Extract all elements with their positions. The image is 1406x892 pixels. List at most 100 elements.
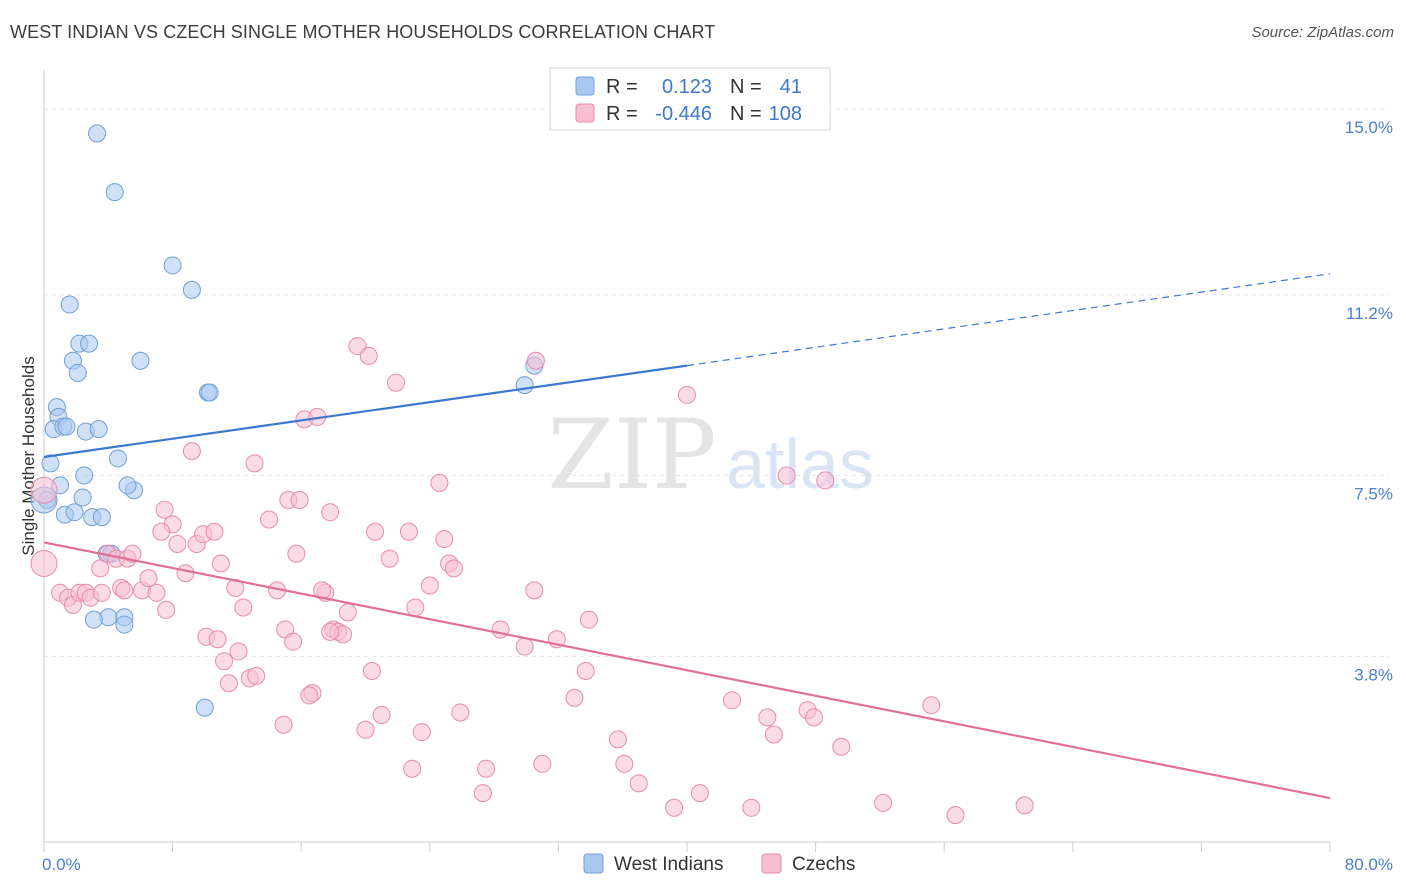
source-credit: Source: ZipAtlas.com (1251, 24, 1394, 41)
point-1-23 (168, 534, 187, 553)
gridlines (44, 108, 1390, 657)
legend-n-label-1: N = (730, 76, 762, 98)
legend-n-value-1: 41 (780, 76, 802, 98)
point-0-1 (105, 183, 124, 202)
series-1-points (30, 337, 1034, 825)
point-0-9 (68, 363, 87, 382)
series-legend-label-czechs: Czechs (792, 854, 855, 875)
point-1-59 (366, 522, 385, 541)
point-1-102 (1015, 796, 1034, 815)
point-0-20 (41, 454, 60, 473)
point-1-33 (215, 652, 234, 671)
point-1-18 (147, 583, 166, 602)
point-0-2 (163, 256, 182, 275)
point-1-68 (435, 530, 454, 549)
watermark-zip: ZIP (547, 399, 716, 511)
point-1-25 (182, 442, 201, 461)
legend-swatch-czechs (575, 103, 595, 123)
point-1-8 (91, 559, 110, 578)
y-tick-label-3: 15.0% (1345, 118, 1393, 137)
point-1-105 (356, 720, 375, 739)
trend-line-0 (43, 364, 688, 459)
series-legend-swatch-west-indians (583, 853, 604, 874)
point-0-30 (92, 508, 111, 527)
point-1-106 (274, 715, 293, 734)
point-1-58 (359, 346, 378, 365)
point-1-55 (338, 603, 357, 622)
point-1-9 (92, 583, 111, 602)
x-minor-ticks (43, 842, 1331, 852)
point-1-40 (260, 510, 279, 529)
point-1-65 (406, 598, 425, 617)
trend-lines (43, 273, 1331, 800)
point-1-84 (579, 610, 598, 629)
point-1-66 (420, 576, 439, 595)
y-axis-label: Single Mother Households (19, 356, 38, 555)
point-1-87 (629, 774, 648, 793)
point-1-95 (777, 466, 796, 485)
point-1-107 (321, 622, 340, 641)
y-tick-labels: 3.8% 7.5% 11.2% 15.0% (1345, 118, 1393, 684)
legend-n-label-2: N = (730, 103, 762, 125)
point-1-32 (229, 642, 248, 661)
point-1-92 (742, 798, 761, 817)
point-1-77 (515, 637, 534, 656)
legend-r-value-2: -0.446 (655, 103, 712, 125)
point-1-56 (313, 581, 332, 600)
point-0-8 (131, 351, 150, 370)
point-1-21 (155, 500, 174, 519)
point-0-34 (84, 610, 103, 629)
point-0-18 (89, 420, 108, 439)
point-1-24 (176, 564, 195, 583)
point-0-37 (195, 698, 214, 717)
point-1-89 (678, 385, 696, 404)
point-0-26 (73, 488, 92, 507)
point-1-90 (690, 784, 709, 803)
legend-r-label-1: R = (606, 76, 638, 98)
trend-extension-0 (686, 273, 1331, 367)
point-1-46 (290, 490, 309, 509)
point-1-14 (123, 544, 142, 563)
point-1-61 (372, 705, 391, 724)
point-1-97 (804, 708, 823, 727)
point-1-51 (321, 503, 340, 522)
point-1-88 (665, 798, 684, 817)
point-1-100 (922, 696, 941, 715)
legend-r-value-1: 0.123 (662, 76, 712, 98)
y-tick-label-2: 11.2% (1346, 304, 1393, 323)
point-1-29 (211, 554, 230, 573)
y-tick-label-0: 3.8% (1354, 665, 1393, 684)
point-1-67 (430, 473, 449, 492)
series-legend-label-west-indians: West Indians (614, 854, 723, 875)
x-tick-label-1: 80.0% (1345, 855, 1393, 874)
point-1-93 (758, 708, 777, 727)
point-1-60 (362, 661, 381, 680)
point-1-28 (205, 522, 224, 541)
point-1-70 (444, 559, 463, 578)
stats-legend-box (549, 67, 831, 131)
point-1-99 (832, 737, 851, 756)
point-1-34 (219, 674, 238, 693)
point-1-17 (139, 569, 158, 588)
point-1-98 (816, 471, 835, 490)
point-1-83 (576, 661, 595, 680)
point-1-1 (30, 549, 58, 577)
point-1-63 (387, 373, 406, 392)
point-1-0 (30, 476, 58, 504)
point-1-104 (300, 686, 319, 705)
series-legend: West Indians Czechs (583, 853, 855, 875)
point-1-74 (473, 784, 492, 803)
point-0-39 (515, 376, 534, 395)
point-0-16 (57, 417, 76, 436)
point-1-64 (399, 522, 418, 541)
point-1-19 (157, 600, 176, 619)
legend-r-label-2: R = (606, 103, 638, 125)
point-1-79 (526, 351, 545, 370)
point-1-22 (152, 522, 171, 541)
point-1-39 (245, 454, 264, 473)
point-1-38 (208, 630, 227, 649)
point-1-71 (451, 703, 470, 722)
point-1-103 (874, 793, 893, 812)
point-1-91 (723, 691, 742, 710)
